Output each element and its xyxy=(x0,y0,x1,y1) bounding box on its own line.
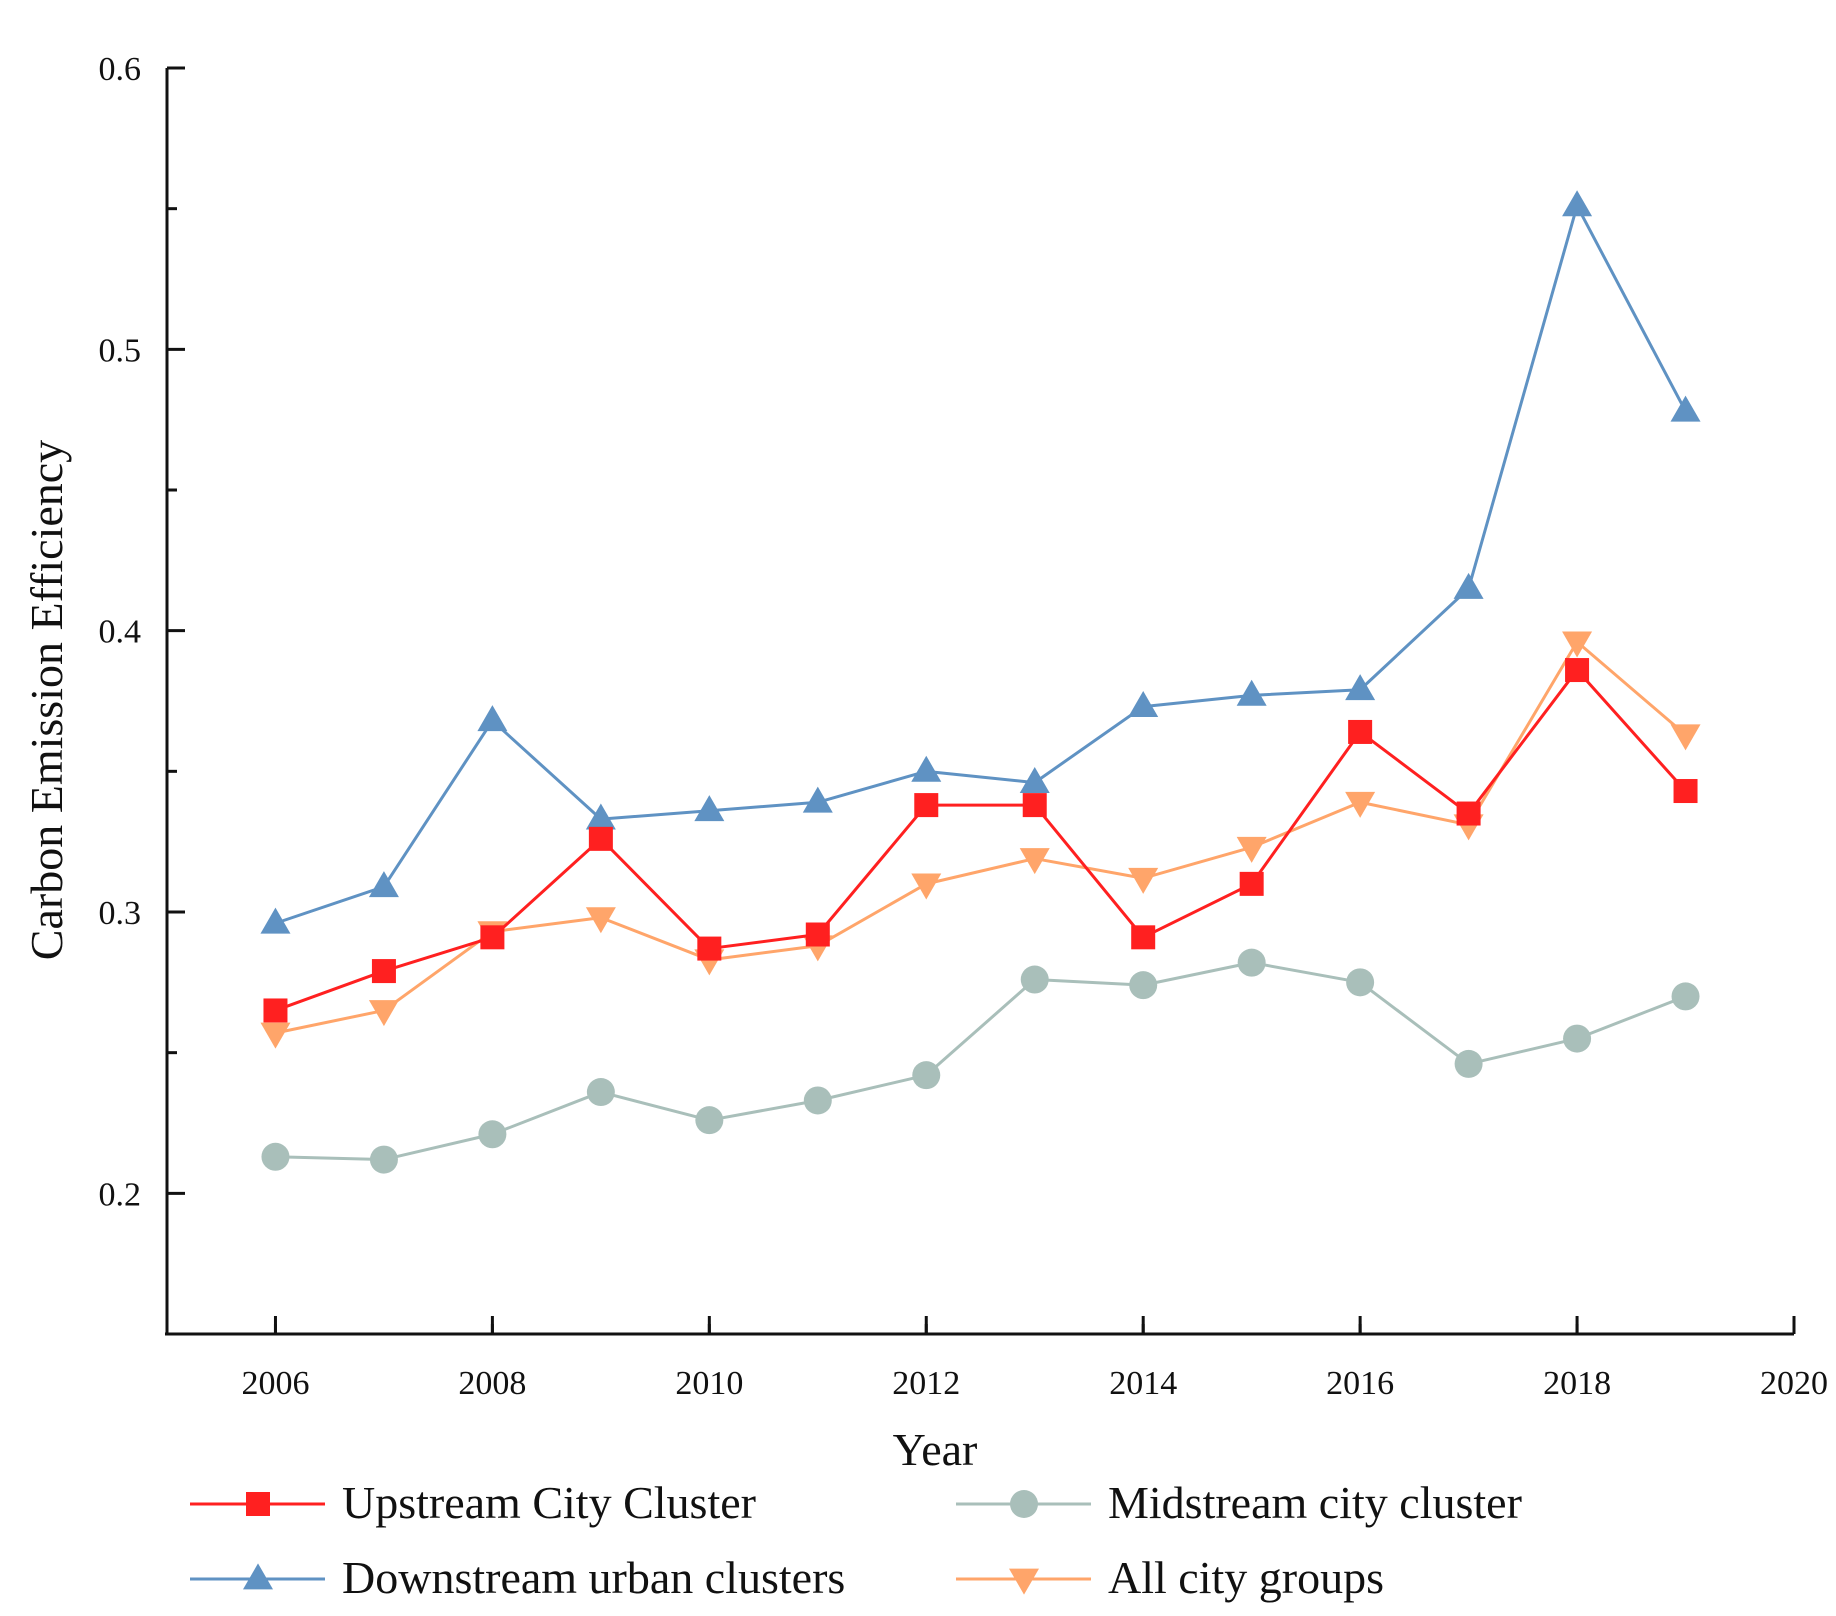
series-line xyxy=(274,204,1687,925)
data-point xyxy=(695,1106,724,1135)
y-axis-title: Carbon Emission Efficiency xyxy=(21,440,72,960)
data-point xyxy=(586,1078,615,1107)
data-point xyxy=(1562,631,1593,658)
series-all-city-groups xyxy=(260,631,1701,1049)
legend-label: Upstream City Cluster xyxy=(342,1477,756,1528)
data-point xyxy=(478,1120,507,1149)
data-point xyxy=(803,1086,832,1115)
data-point xyxy=(260,907,291,934)
data-point xyxy=(1236,836,1267,863)
legend-label: All city groups xyxy=(1108,1552,1384,1603)
data-point xyxy=(371,959,396,984)
data-point xyxy=(261,1142,290,1171)
axis-ticks: 2006 2008 2010 2012 2014 2016 2018 2020 0.2 0.3 0.… xyxy=(99,51,1829,1402)
data-point xyxy=(911,873,942,900)
data-point xyxy=(263,998,288,1023)
x-tick-label: 2012 xyxy=(892,1365,960,1402)
data-point xyxy=(805,922,830,947)
legend-marker xyxy=(246,1492,270,1516)
y-tick-label: 0.3 xyxy=(99,895,142,932)
plot-area xyxy=(260,190,1701,1174)
data-point xyxy=(911,755,942,782)
x-axis-title: Year xyxy=(893,1424,978,1475)
data-point xyxy=(1236,679,1267,706)
legend-label: Downstream urban clusters xyxy=(342,1552,845,1603)
series-upstream-city-cluster xyxy=(263,658,1698,1023)
x-tick-label: 2016 xyxy=(1326,1365,1394,1402)
legend-item: Downstream urban clusters xyxy=(190,1552,845,1603)
series-line xyxy=(275,640,1687,1035)
data-point xyxy=(912,1061,941,1090)
data-point xyxy=(802,786,833,813)
data-point xyxy=(1237,948,1266,977)
x-tick-label: 2014 xyxy=(1109,1365,1177,1402)
legend-label: Midstream city cluster xyxy=(1108,1477,1522,1528)
data-point xyxy=(477,705,508,732)
data-point xyxy=(914,793,939,818)
data-point xyxy=(1562,190,1593,217)
legend-item: Midstream city cluster xyxy=(956,1477,1522,1528)
data-point xyxy=(1670,724,1701,751)
data-point xyxy=(585,803,616,830)
data-point xyxy=(1673,779,1698,804)
data-point xyxy=(588,826,613,851)
series-downstream-urban-clusters xyxy=(260,190,1701,934)
x-tick-label: 2006 xyxy=(241,1365,309,1402)
data-point xyxy=(1453,572,1484,599)
data-point xyxy=(1565,658,1590,683)
legend-item: All city groups xyxy=(956,1552,1384,1603)
data-point xyxy=(1019,766,1050,793)
x-tick-label: 2020 xyxy=(1760,1365,1828,1402)
axes xyxy=(165,68,1794,1336)
y-tick-label: 0.4 xyxy=(99,614,142,651)
data-point xyxy=(1239,871,1264,896)
data-point xyxy=(1670,395,1701,422)
series-midstream-city-cluster xyxy=(261,948,1700,1174)
data-point xyxy=(369,1145,398,1174)
legend-item: Upstream City Cluster xyxy=(190,1477,756,1528)
data-point xyxy=(1563,1024,1592,1053)
data-point xyxy=(1348,719,1373,744)
x-tick-label: 2010 xyxy=(675,1365,743,1402)
legend-marker xyxy=(1010,1490,1038,1518)
data-point xyxy=(1671,982,1700,1011)
data-point xyxy=(1131,925,1156,950)
x-tick-label: 2008 xyxy=(458,1365,526,1402)
y-tick-label: 0.2 xyxy=(99,1176,142,1213)
data-point xyxy=(1020,965,1049,994)
data-point xyxy=(1345,791,1376,818)
data-point xyxy=(1022,793,1047,818)
legend: Upstream City Cluster Midstream city clus… xyxy=(190,1477,1522,1603)
data-point xyxy=(694,795,725,822)
data-point xyxy=(697,936,722,961)
data-point xyxy=(368,1000,399,1027)
y-tick-label: 0.6 xyxy=(99,51,142,88)
legend-marker xyxy=(243,1563,273,1590)
data-point xyxy=(260,1022,291,1049)
data-point xyxy=(585,907,616,934)
data-point xyxy=(1345,674,1376,701)
data-point xyxy=(368,871,399,898)
x-tick-label: 2018 xyxy=(1543,1365,1611,1402)
data-point xyxy=(1454,1049,1483,1078)
data-point xyxy=(1128,691,1159,718)
series-line xyxy=(274,668,1687,1012)
data-point xyxy=(1128,867,1159,894)
data-point xyxy=(1346,968,1375,997)
legend-marker xyxy=(1009,1568,1039,1595)
data-point xyxy=(1456,801,1481,826)
y-tick-label: 0.5 xyxy=(99,332,142,369)
data-point xyxy=(480,925,505,950)
data-point xyxy=(1129,971,1158,1000)
series-line xyxy=(275,961,1687,1162)
data-point xyxy=(1019,848,1050,875)
